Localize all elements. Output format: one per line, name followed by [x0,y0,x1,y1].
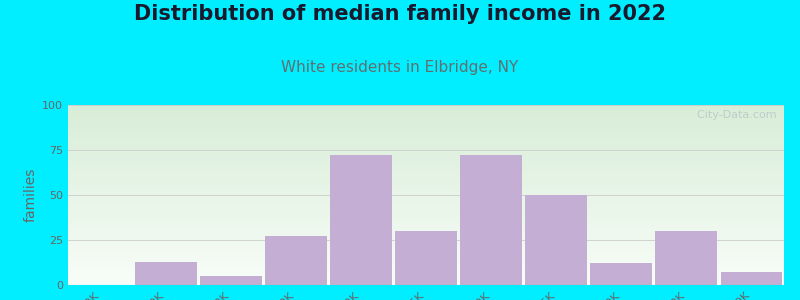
Text: City-Data.com: City-Data.com [690,110,777,120]
Bar [460,155,522,285]
Bar [721,272,782,285]
Bar [395,231,457,285]
Bar [655,231,718,285]
Bar [330,155,392,285]
Bar [526,195,587,285]
Bar [265,236,326,285]
Bar [134,262,197,285]
Bar [590,263,652,285]
Bar [200,276,262,285]
Y-axis label: families: families [24,168,38,222]
Text: White residents in Elbridge, NY: White residents in Elbridge, NY [282,60,518,75]
Text: Distribution of median family income in 2022: Distribution of median family income in … [134,4,666,25]
